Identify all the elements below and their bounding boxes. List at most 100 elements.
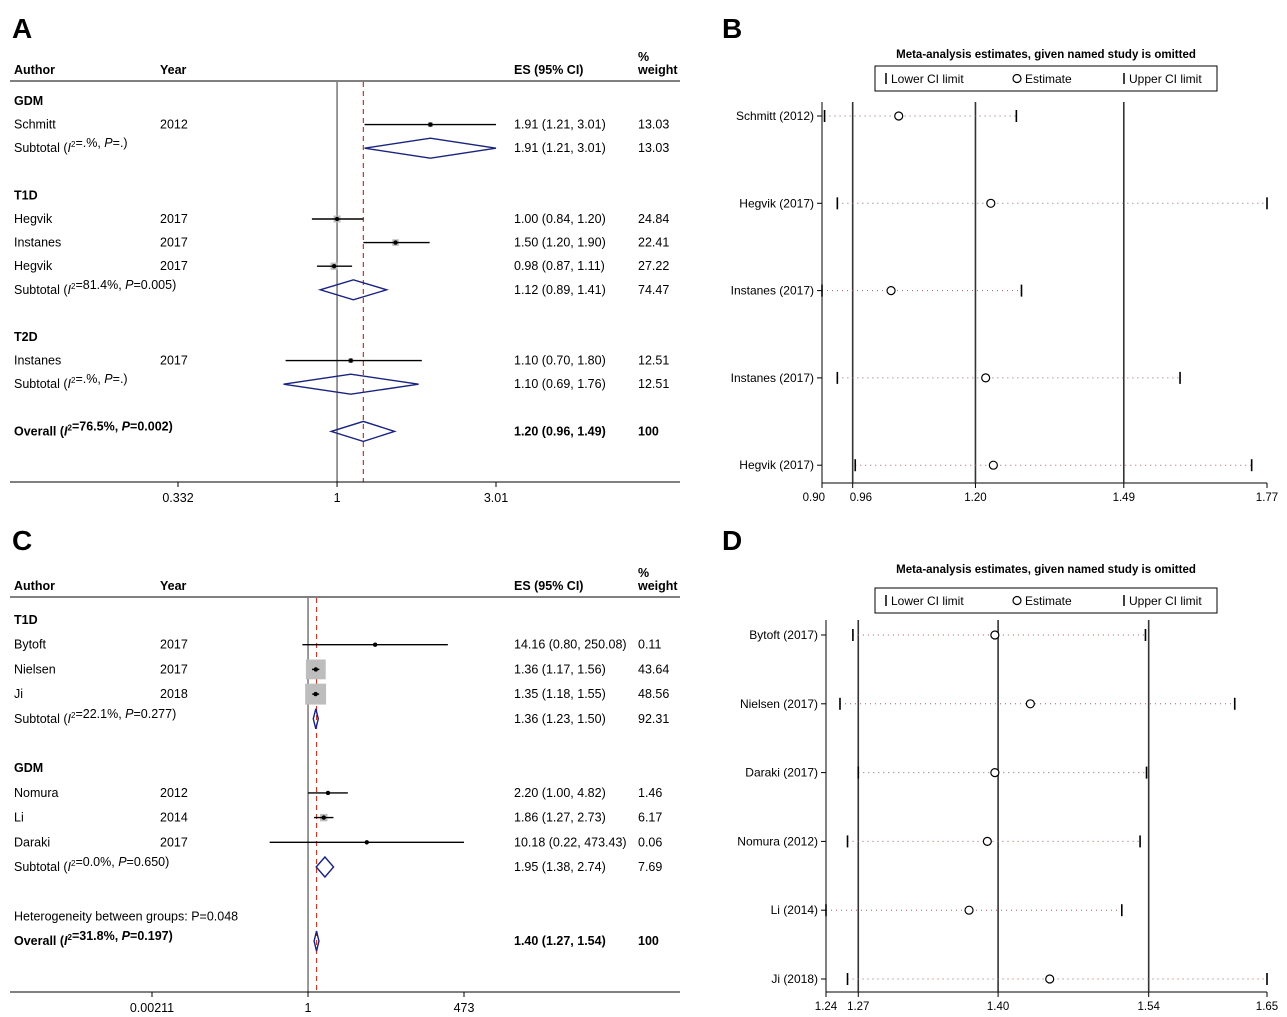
legend-box	[874, 65, 1218, 92]
legend-lower-label: Lower CI limit	[891, 72, 964, 86]
subtotal-es-ci: 1.95 (1.38, 2.74)	[514, 860, 606, 874]
study-omitted-label: Instanes (2017)	[731, 284, 814, 298]
estimate-marker	[988, 460, 998, 470]
study-omitted-label: Ji (2018)	[771, 972, 818, 986]
subtotal-label: Subtotal (I2=.%, P=.)	[14, 372, 128, 391]
study-author: Nomura	[14, 786, 59, 800]
study-year: 2014	[160, 811, 188, 825]
point-estimate	[428, 122, 433, 127]
column-header-year: Year	[160, 579, 187, 593]
forest-plot-A: A Author Year ES (95% CI)%weight GDM Schmitt 2…	[10, 13, 680, 505]
x-tick-label: 1.24	[815, 1001, 838, 1013]
study-year: 2017	[160, 236, 188, 250]
point-estimate	[331, 264, 337, 269]
subtotal-es-ci: 1.91 (1.21, 3.01)	[514, 141, 606, 155]
study-weight: 24.84	[638, 212, 669, 226]
study-es-ci: 14.16 (0.80, 250.08)	[514, 638, 627, 652]
study-author: Bytoft	[14, 638, 46, 652]
study-year: 2017	[160, 354, 188, 368]
plot-title: Meta-analysis estimates, given named stu…	[896, 49, 1196, 61]
study-year: 2017	[160, 638, 188, 652]
study-year: 2017	[160, 662, 188, 676]
study-author: Instanes	[14, 354, 61, 368]
study-omitted-label: Hegvik (2017)	[739, 196, 814, 210]
study-omitted-label: Instanes (2017)	[731, 371, 814, 385]
overall-es-ci: 1.20 (0.96, 1.49)	[514, 424, 606, 438]
x-tick-label: 1.54	[1137, 1001, 1160, 1013]
subtotal-label: Subtotal (I2=0.0%, P=0.650)	[14, 855, 169, 874]
point-estimate	[313, 691, 318, 697]
panel-letter-A: A	[12, 13, 32, 44]
subtotal-label: Subtotal (I2=.%, P=.)	[14, 136, 128, 155]
column-header-weight-symbol: %	[638, 566, 649, 580]
study-author: Daraki	[14, 835, 50, 849]
subtotal-weight: 13.03	[638, 141, 669, 155]
overall-weight: 100	[638, 934, 659, 948]
subtotal-weight: 74.47	[638, 283, 669, 297]
x-tick-label: 1.65	[1256, 1001, 1278, 1013]
x-tick-label: 0.00211	[130, 1001, 174, 1015]
point-estimate	[325, 790, 331, 796]
x-tick-label: 3.01	[484, 491, 508, 505]
study-es-ci: 2.20 (1.00, 4.82)	[514, 786, 606, 800]
study-es-ci: 1.36 (1.17, 1.56)	[514, 662, 606, 676]
study-omitted-label: Li (2014)	[771, 903, 818, 917]
x-tick-label: 1	[334, 491, 341, 505]
x-tick-label: 0.90	[803, 492, 825, 504]
estimate-marker	[982, 836, 992, 847]
column-header-year: Year	[160, 63, 187, 77]
forest-plot-C: C Author Year ES (95% CI)%weight T1D Bytoft 20…	[10, 525, 680, 1015]
study-omitted-label: Bytoft (2017)	[749, 628, 818, 642]
estimate-marker	[981, 373, 991, 383]
estimate-marker	[964, 905, 974, 915]
subtotal-diamond	[283, 373, 419, 395]
subtotal-weight: 7.69	[638, 860, 662, 874]
study-weight: 0.06	[638, 835, 662, 849]
legend-lower-label: Lower CI limit	[891, 594, 964, 608]
study-omitted-label: Hegvik (2017)	[739, 458, 814, 472]
study-author: Nielsen	[14, 662, 56, 676]
overall-es-ci: 1.40 (1.27, 1.54)	[514, 934, 606, 948]
column-header-weight: weight	[637, 63, 678, 77]
point-estimate	[364, 840, 369, 845]
study-es-ci: 1.50 (1.20, 1.90)	[514, 236, 606, 250]
study-author: Li	[14, 811, 24, 825]
study-omitted-label: Schmitt (2012)	[736, 109, 814, 123]
study-es-ci: 10.18 (0.22, 473.43)	[514, 835, 627, 849]
study-es-ci: 1.91 (1.21, 3.01)	[514, 118, 606, 132]
x-tick-label: 1.40	[987, 1001, 1009, 1013]
point-estimate	[334, 216, 340, 222]
subtotal-diamond	[317, 279, 390, 301]
study-es-ci: 0.98 (0.87, 1.11)	[514, 259, 605, 273]
panel-letter-B: B	[722, 13, 742, 44]
legend-estimate-marker	[1012, 73, 1022, 84]
group-label: GDM	[14, 761, 43, 775]
subtotal-diamond	[312, 708, 320, 729]
point-estimate	[348, 358, 353, 363]
x-tick-label: 1.27	[847, 1001, 869, 1013]
group-label: GDM	[14, 94, 43, 108]
legend-upper-label: Upper CI limit	[1129, 594, 1202, 608]
column-header-author: Author	[14, 63, 55, 77]
estimate-marker	[990, 767, 1000, 778]
point-estimate	[313, 667, 319, 672]
group-label: T2D	[14, 330, 38, 344]
estimate-marker	[990, 630, 1000, 640]
study-year: 2017	[160, 212, 188, 226]
point-estimate	[372, 642, 378, 647]
study-author: Instanes	[14, 236, 61, 250]
study-year: 2012	[160, 786, 188, 800]
x-tick-label: 1.77	[1256, 492, 1278, 504]
study-author: Schmitt	[14, 118, 56, 132]
x-tick-label: 473	[454, 1001, 475, 1015]
study-weight: 12.51	[638, 354, 669, 368]
study-year: 2017	[160, 835, 188, 849]
overall-diamond	[328, 420, 397, 443]
panel-letter-C: C	[12, 525, 32, 556]
column-header-es: ES (95% CI)	[514, 579, 583, 593]
heterogeneity-note: Heterogeneity between groups: P=0.048	[14, 909, 238, 923]
overall-weight: 100	[638, 424, 659, 438]
overall-label: Overall (I2=31.8%, P=0.197)	[14, 929, 173, 948]
study-author: Ji	[14, 687, 23, 701]
legend-estimate-label: Estimate	[1025, 594, 1072, 608]
